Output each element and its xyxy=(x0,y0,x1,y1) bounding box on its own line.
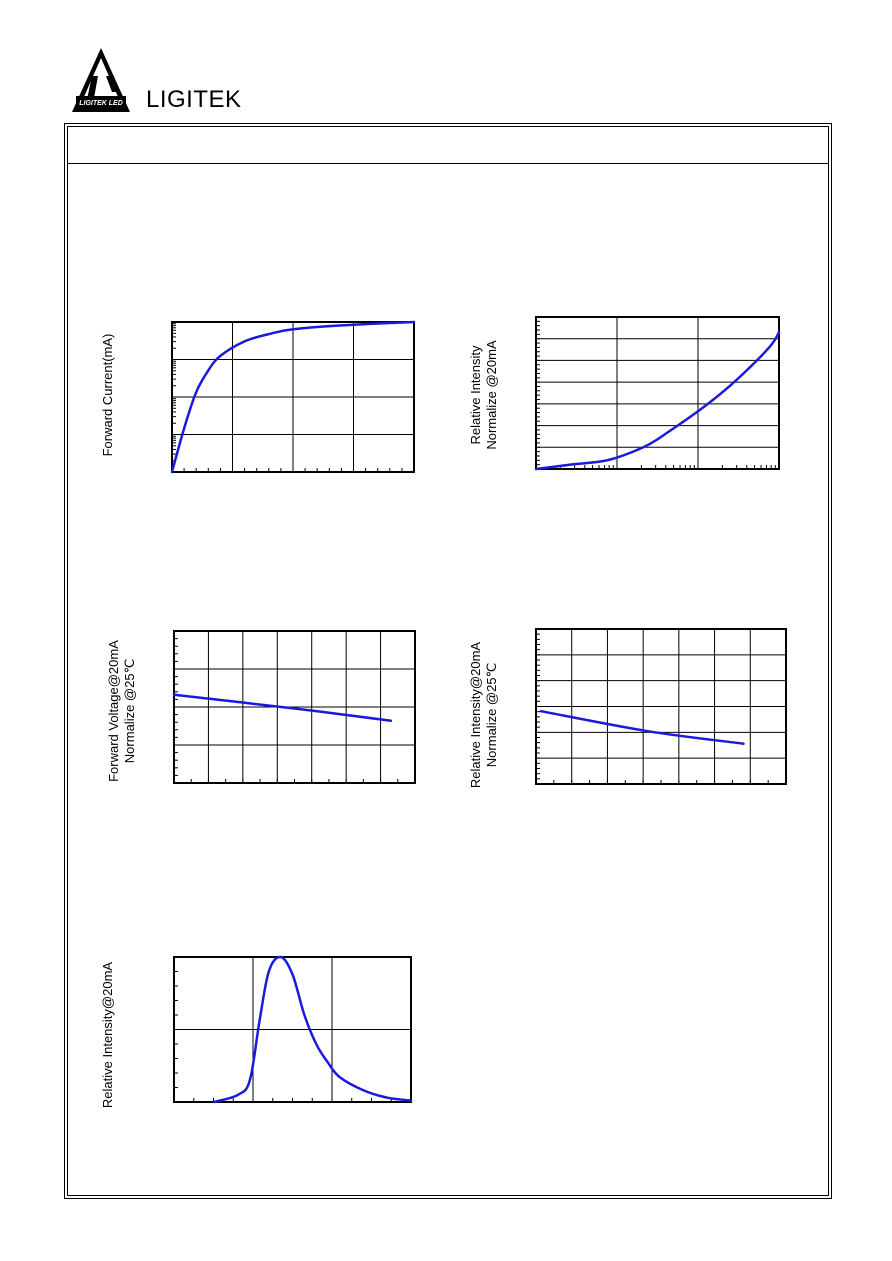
chart5-ylabel: Relative Intensity@20mA xyxy=(100,961,115,1109)
chart4-ylabel-text: Relative Intensity@20mA Normalize @25℃ xyxy=(468,641,499,789)
series-line xyxy=(539,709,745,745)
chart1-ylabel: Forward Current(mA) xyxy=(100,333,115,457)
relative-intensity-vs-current-chart xyxy=(534,316,781,471)
chart2-ylabel: Relative Intensity Normalize @20mA xyxy=(452,330,516,460)
page-frame xyxy=(64,123,832,1199)
chart3-ylabel: Forward Voltage@20mA Normalize @25℃ xyxy=(90,626,154,796)
logo-text: LIGITEK LED xyxy=(79,100,123,107)
plot-border xyxy=(535,316,780,470)
relative-intensity-vs-temperature-chart xyxy=(535,628,787,785)
series-line xyxy=(170,320,416,474)
spectral-distribution-chart xyxy=(173,955,413,1104)
chart4-ylabel: Relative Intensity@20mA Normalize @25℃ xyxy=(452,630,516,800)
chart2-ylabel-text: Relative Intensity Normalize @20mA xyxy=(468,340,499,450)
series-line xyxy=(213,955,413,1104)
chart3-ylabel-text: Forward Voltage@20mA Normalize @25℃ xyxy=(106,640,137,782)
ligitek-logo: LIGITEK LED xyxy=(72,48,130,112)
header-divider xyxy=(67,163,829,164)
forward-voltage-vs-temperature-chart xyxy=(172,630,416,784)
brand-name: LIGITEK xyxy=(146,86,242,113)
forward-current-chart xyxy=(170,320,416,474)
series-line xyxy=(534,330,781,471)
series-line xyxy=(172,693,393,722)
page-frame-inner xyxy=(67,126,829,1196)
